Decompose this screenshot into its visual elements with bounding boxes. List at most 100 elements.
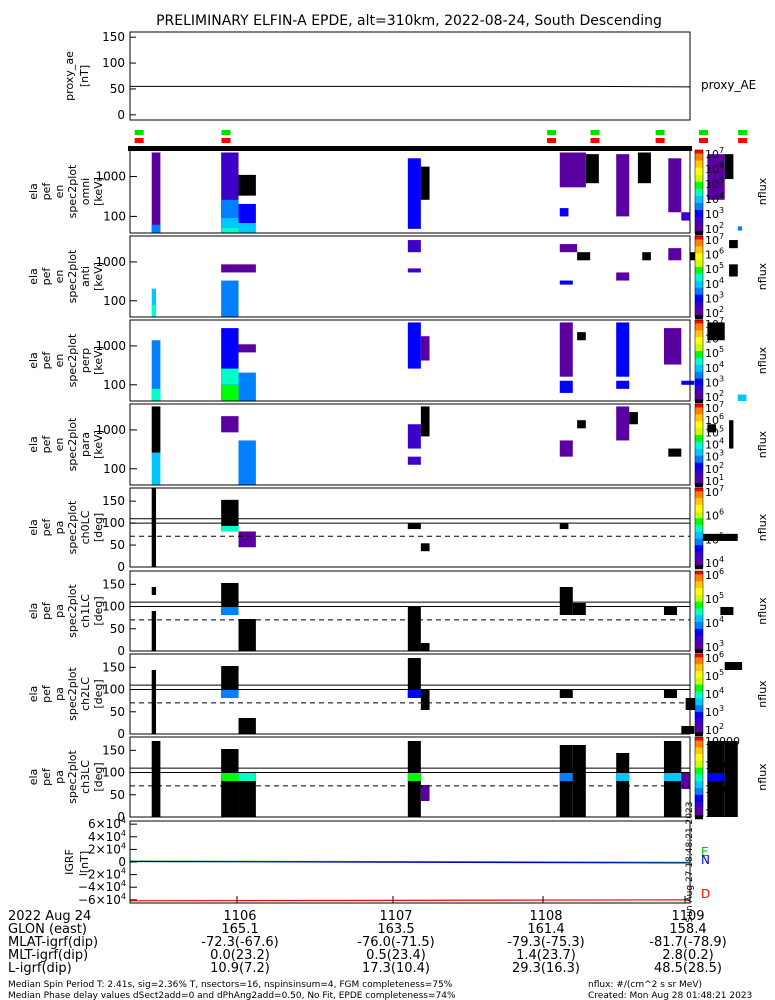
colorbar-tick: 103 [705,374,724,389]
colorbar-segment [695,511,703,514]
colorbar-segment [695,769,703,772]
y-tick-label: 50 [110,538,125,552]
y-axis-label: ela [27,603,40,620]
colorbar-segment [695,176,703,179]
colorbar-segment [695,213,703,216]
colorbar-segment [695,485,703,488]
colorbar-tick: 100 [705,783,726,796]
colorbar-segment [695,571,703,574]
footer-row-label: L-igrf(dip) [8,961,72,976]
flag-green [655,130,665,135]
colorbar-label: nflux [756,763,769,791]
colorbar-segment [695,671,703,674]
colorbar-segment [695,686,703,689]
colorbar-segment [695,584,703,587]
heatmap-cell [221,690,239,698]
colorbar-segment [695,645,703,649]
colorbar-segment [695,742,703,745]
colorbar-segment [695,777,703,781]
colorbar-segment [695,282,703,285]
heatmap-cell [637,152,651,184]
colorbar-segment [695,815,703,818]
flag-green [221,130,231,135]
heatmap-cell [221,368,239,385]
flag-red [590,138,600,143]
colorbar-segment [695,467,703,471]
colorbar-segment [695,199,703,202]
y-axis-label: ela [27,686,40,703]
heatmap-cell [238,718,256,734]
colorbar-segment [695,754,703,757]
colorbar-segment [695,292,703,296]
heatmap-cell [707,424,717,433]
colorbar-label: nflux [756,680,769,708]
flag-green [590,130,600,135]
colorbar-segment [695,793,703,796]
colorbar-segment [695,608,703,611]
heatmap-cell [559,280,573,285]
colorbar-segment [695,586,703,589]
colorbar-segment [695,664,703,667]
y-axis-label: ela [27,519,40,536]
y-tick-label: 150 [102,494,125,508]
y-tick-label: 50 [110,788,125,802]
colorbar-segment [695,750,703,753]
y-tick-label: 100 [102,766,125,780]
colorbar: 10000 1000 100 10 nflux [694,735,769,820]
colorbar-segment [695,236,703,239]
panel-frame [129,403,691,486]
y-axis-label: pef [40,518,53,537]
colorbar-segment [695,732,703,735]
colorbar-segment [695,579,703,582]
heatmap-cell [559,440,573,457]
colorbar-segment [695,745,703,748]
x-tick-label: 1107 [379,909,412,924]
y-axis-label: spec2plot [66,500,79,554]
colorbar-tick: 105 [705,668,724,683]
colorbar-segment [695,253,703,256]
colorbar-segment [695,576,703,579]
panel-ch0LC: 150 100 50 0 ela pef pa spec2plot ch0LC [deg] 107 1… [27,484,769,574]
colorbar-segment [695,466,703,469]
heatmap-cell [703,533,738,541]
footer-row-value: -76.0(-71.5) [357,935,434,950]
flag-red [655,138,665,143]
heatmap-cell [151,741,161,817]
colorbar-segment [695,620,703,623]
heatmap-cell [151,611,157,651]
y-tick-label: −4×104 [78,879,126,894]
colorbar-segment [695,615,703,618]
colorbar-tick: 105 [705,591,724,606]
colorbar-segment [695,630,703,633]
colorbar-segment [695,713,703,716]
figure-title: PRELIMINARY ELFIN-A EPDE, alt=310km, 202… [156,13,662,29]
colorbar-segment [695,788,703,791]
colorbar-segment [695,637,703,640]
colorbar-segment [695,757,703,760]
colorbar-segment [695,267,703,270]
colorbar-segment [695,447,703,450]
colorbar-tick: 104 [705,615,724,630]
footer-row-value: -72.3(-67.6) [201,935,278,950]
y-tick-label: 0 [117,810,125,824]
heatmap-cell [663,773,682,781]
colorbar-segment [695,481,703,484]
heatmap-cell [221,416,239,433]
heatmap-cell [572,745,586,817]
heatmap-cell [420,785,430,801]
colorbar-segment [695,326,703,330]
colorbar-segment [695,338,703,342]
colorbar-segment [695,701,703,704]
heatmap-cell [221,199,239,219]
colorbar-segment [695,755,703,758]
panel-frame [129,736,691,818]
colorbar-segment [695,299,703,303]
colorbar-frame [694,149,704,234]
colorbar-segment [695,538,703,541]
heatmap-cell [221,280,239,317]
colorbar-segment [695,464,703,467]
colorbar-segment [695,357,703,361]
series-label-proxy-ae: proxy_AE [701,78,756,92]
colorbar-segment [695,748,703,752]
colorbar-segment [695,462,703,465]
